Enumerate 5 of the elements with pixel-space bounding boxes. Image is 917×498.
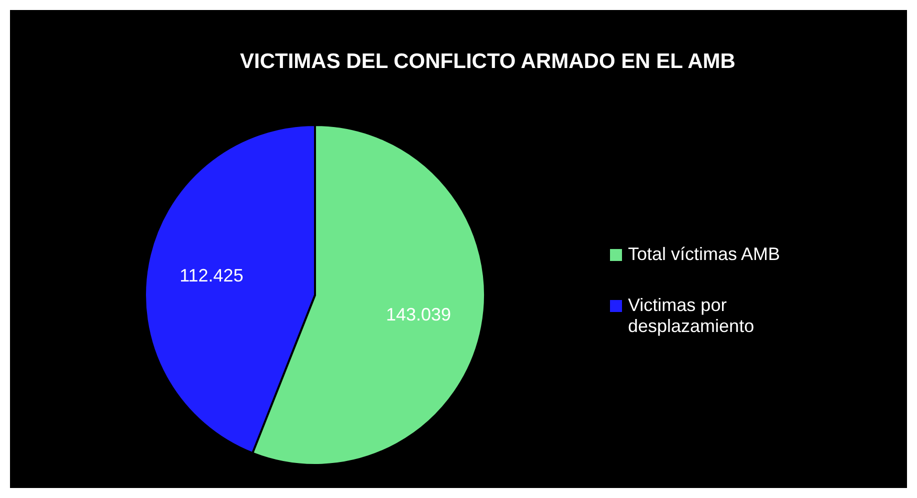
data-label: 143.039 bbox=[386, 304, 452, 325]
legend-label: Victimas por desplazamiento bbox=[628, 294, 756, 336]
data-label: 112.425 bbox=[180, 265, 244, 286]
chart-title: VICTIMAS DEL CONFLICTO ARMADO EN EL AMB bbox=[239, 49, 736, 75]
legend-label: Total víctimas AMB bbox=[628, 244, 780, 264]
